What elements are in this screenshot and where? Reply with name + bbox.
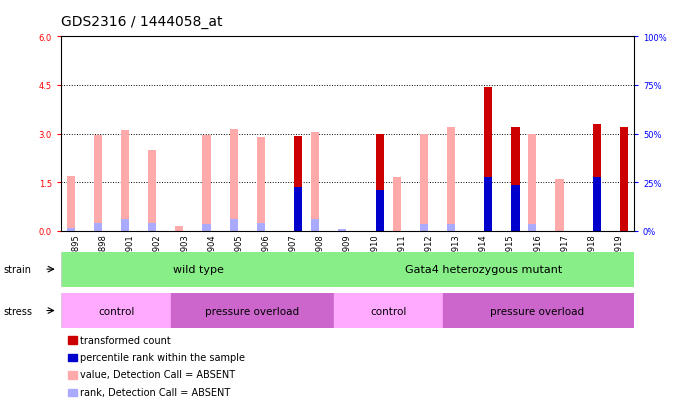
Bar <box>393 178 401 231</box>
Bar <box>484 178 492 231</box>
Text: control: control <box>98 306 135 316</box>
Text: strain: strain <box>3 264 31 275</box>
Bar <box>334 293 443 328</box>
Bar <box>203 224 211 231</box>
Bar <box>257 223 265 231</box>
Bar <box>121 220 129 231</box>
Bar <box>230 220 238 231</box>
Bar <box>62 293 171 328</box>
Bar <box>484 87 492 231</box>
Bar <box>334 252 633 287</box>
Bar <box>294 136 302 231</box>
Bar <box>443 293 633 328</box>
Bar <box>66 176 75 231</box>
Bar <box>68 354 77 361</box>
Bar <box>148 150 157 231</box>
Bar <box>68 337 77 344</box>
Bar <box>338 230 346 231</box>
Bar <box>311 220 319 231</box>
Bar <box>203 136 211 231</box>
Bar <box>68 389 77 396</box>
Text: stress: stress <box>3 306 33 316</box>
Bar <box>420 225 428 231</box>
Bar <box>593 178 601 231</box>
Bar <box>511 128 519 231</box>
Bar <box>171 293 334 328</box>
Text: value, Detection Call = ABSENT: value, Detection Call = ABSENT <box>80 370 235 380</box>
Text: GDS2316 / 1444058_at: GDS2316 / 1444058_at <box>61 15 222 29</box>
Bar <box>593 125 601 231</box>
Bar <box>528 225 536 231</box>
Bar <box>94 223 102 231</box>
Bar <box>511 186 519 231</box>
Bar <box>68 371 77 379</box>
Text: pressure overload: pressure overload <box>205 306 300 316</box>
Text: wild type: wild type <box>173 264 224 275</box>
Bar <box>257 138 265 231</box>
Text: percentile rank within the sample: percentile rank within the sample <box>80 352 245 362</box>
Bar <box>528 134 536 231</box>
Bar <box>94 136 102 231</box>
Bar <box>121 131 129 231</box>
Bar <box>230 129 238 231</box>
Bar <box>376 191 384 231</box>
Bar <box>447 128 455 231</box>
Text: pressure overload: pressure overload <box>490 306 584 316</box>
Bar <box>620 128 629 231</box>
Text: rank, Detection Call = ABSENT: rank, Detection Call = ABSENT <box>80 387 231 397</box>
Bar <box>311 133 319 231</box>
Bar <box>176 226 184 231</box>
Bar <box>294 188 302 231</box>
Bar <box>62 252 334 287</box>
Text: Gata4 heterozygous mutant: Gata4 heterozygous mutant <box>405 264 562 275</box>
Text: control: control <box>370 306 406 316</box>
Bar <box>66 228 75 231</box>
Bar <box>555 180 563 231</box>
Text: transformed count: transformed count <box>80 335 171 345</box>
Bar <box>420 134 428 231</box>
Bar <box>376 134 384 231</box>
Bar <box>148 223 157 231</box>
Bar <box>447 224 455 231</box>
